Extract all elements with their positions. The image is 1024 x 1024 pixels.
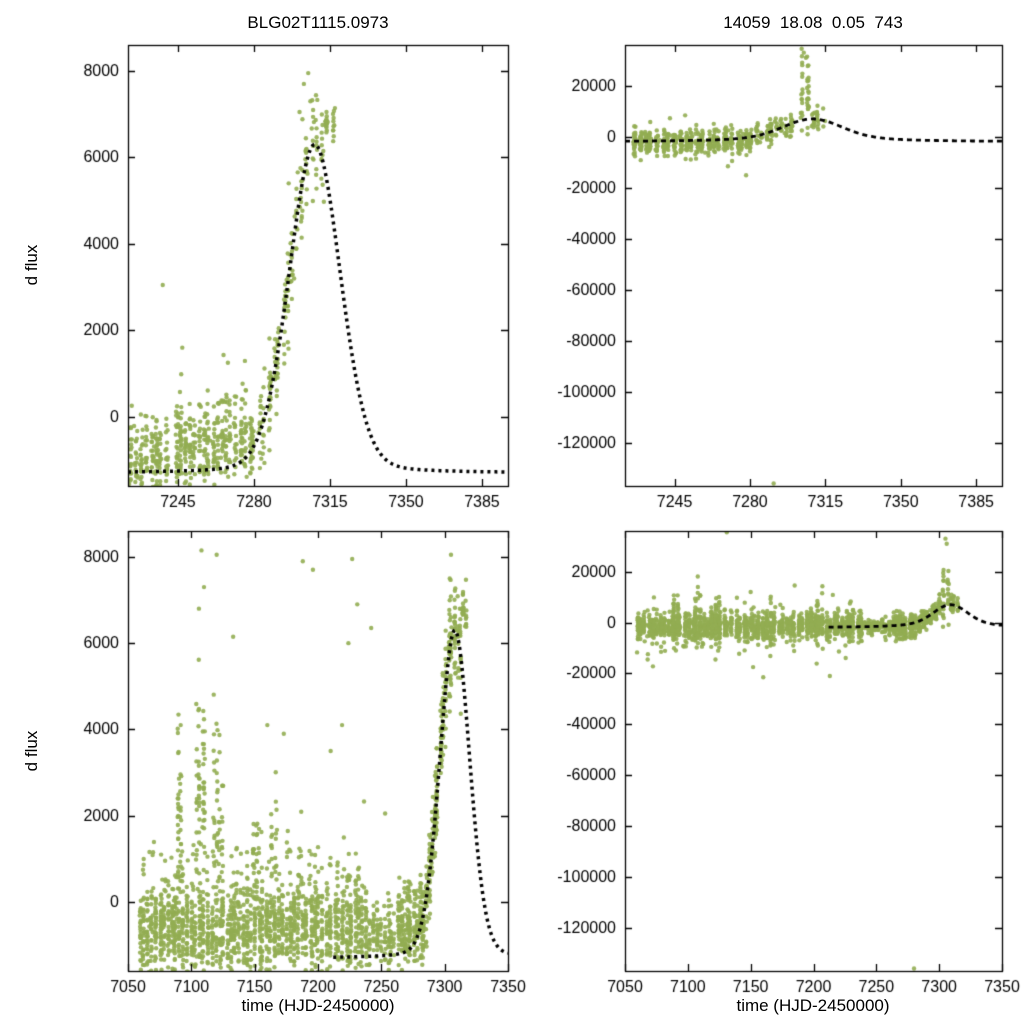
panel-title-top-left: BLG02T1115.0973 (247, 13, 389, 32)
x-axis-label-bottom-left: time (HJD-2450000) (241, 996, 395, 1015)
y-axis-label-top-left: d flux (22, 244, 41, 286)
y-axis-label-bottom-left: d flux (22, 730, 41, 772)
x-axis-label-bottom-right: time (HJD-2450000) (736, 996, 890, 1015)
panel-title-top-right: 14059 18.08 0.05 743 (723, 13, 903, 32)
